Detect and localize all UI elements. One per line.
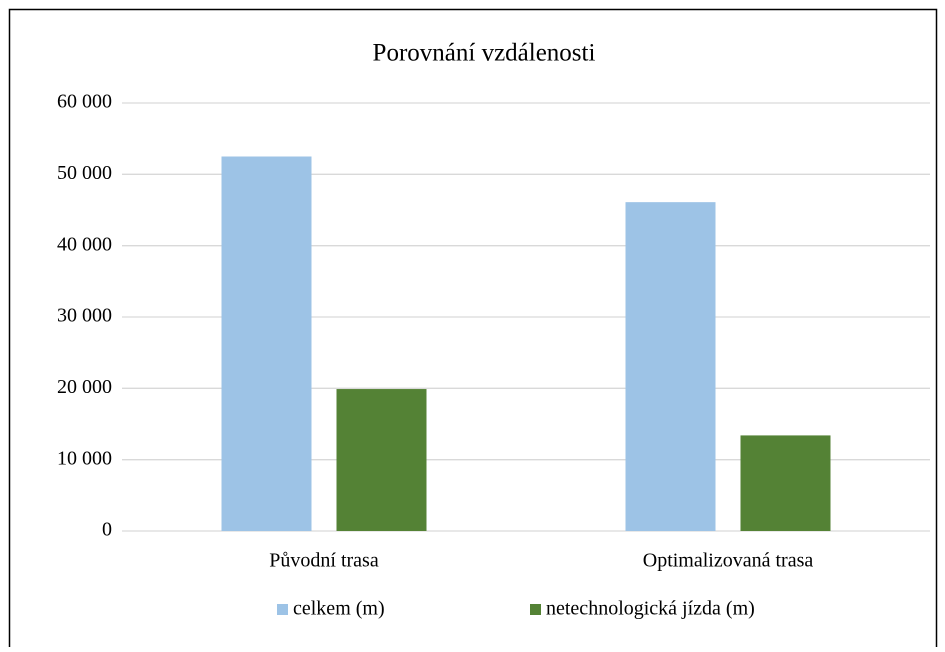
bar: [625, 202, 716, 532]
y-tick-label: 60 000: [57, 91, 112, 113]
legend-swatch: [277, 604, 288, 615]
bar: [336, 389, 427, 531]
chart-title: Porovnání vzdálenosti: [373, 40, 596, 67]
x-tick-label: Optimalizovaná trasa: [643, 550, 814, 572]
bar: [221, 156, 312, 531]
y-tick-label: 0: [102, 519, 112, 541]
y-tick-label: 30 000: [57, 305, 112, 327]
legend-label: netechnologická jízda (m): [546, 598, 755, 620]
chart-border: [8, 8, 938, 652]
x-tick-label: Původní trasa: [269, 550, 379, 572]
bar: [740, 435, 831, 531]
y-tick-label: 50 000: [57, 162, 112, 184]
y-tick-label: 10 000: [57, 447, 112, 469]
y-tick-label: 40 000: [57, 233, 112, 255]
y-tick-label: 20 000: [57, 376, 112, 398]
legend-swatch: [530, 604, 541, 615]
legend-label: celkem (m): [293, 598, 385, 620]
